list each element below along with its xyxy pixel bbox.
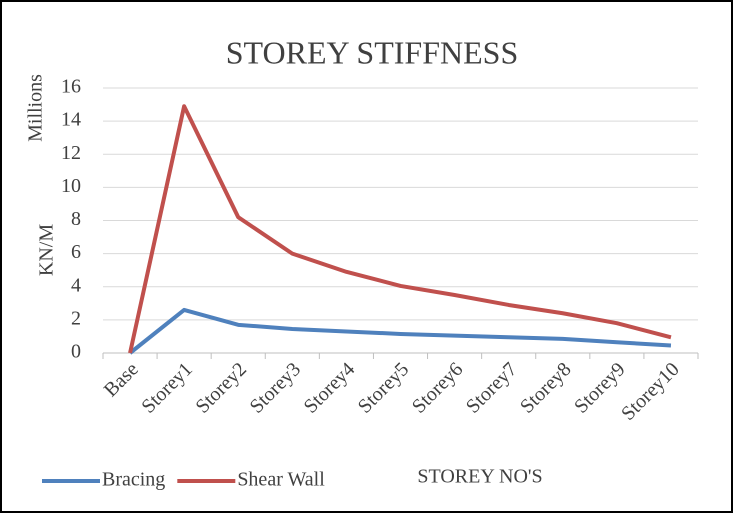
x-axis-title: STOREY NO'S (417, 466, 542, 488)
legend-label: Shear Wall (237, 469, 325, 491)
y-axis-title: KN/M (36, 224, 58, 276)
y-tick-label: 8 (71, 208, 81, 230)
y-tick-label: 16 (61, 76, 81, 98)
y-tick-label: 4 (71, 274, 81, 296)
y-tick-label: 0 (71, 341, 81, 363)
y-tick-label: 6 (71, 241, 81, 263)
legend-label: Bracing (102, 469, 165, 491)
y-unit-label: Millions (25, 74, 47, 142)
y-tick-label: 12 (61, 142, 81, 164)
chart-title: STOREY STIFFNESS (226, 34, 519, 70)
line-series (128, 104, 672, 354)
y-tick-label: 10 (61, 175, 81, 197)
line-series (128, 307, 672, 355)
y-tick-label: 14 (61, 109, 81, 131)
y-tick-label: 2 (71, 307, 81, 329)
